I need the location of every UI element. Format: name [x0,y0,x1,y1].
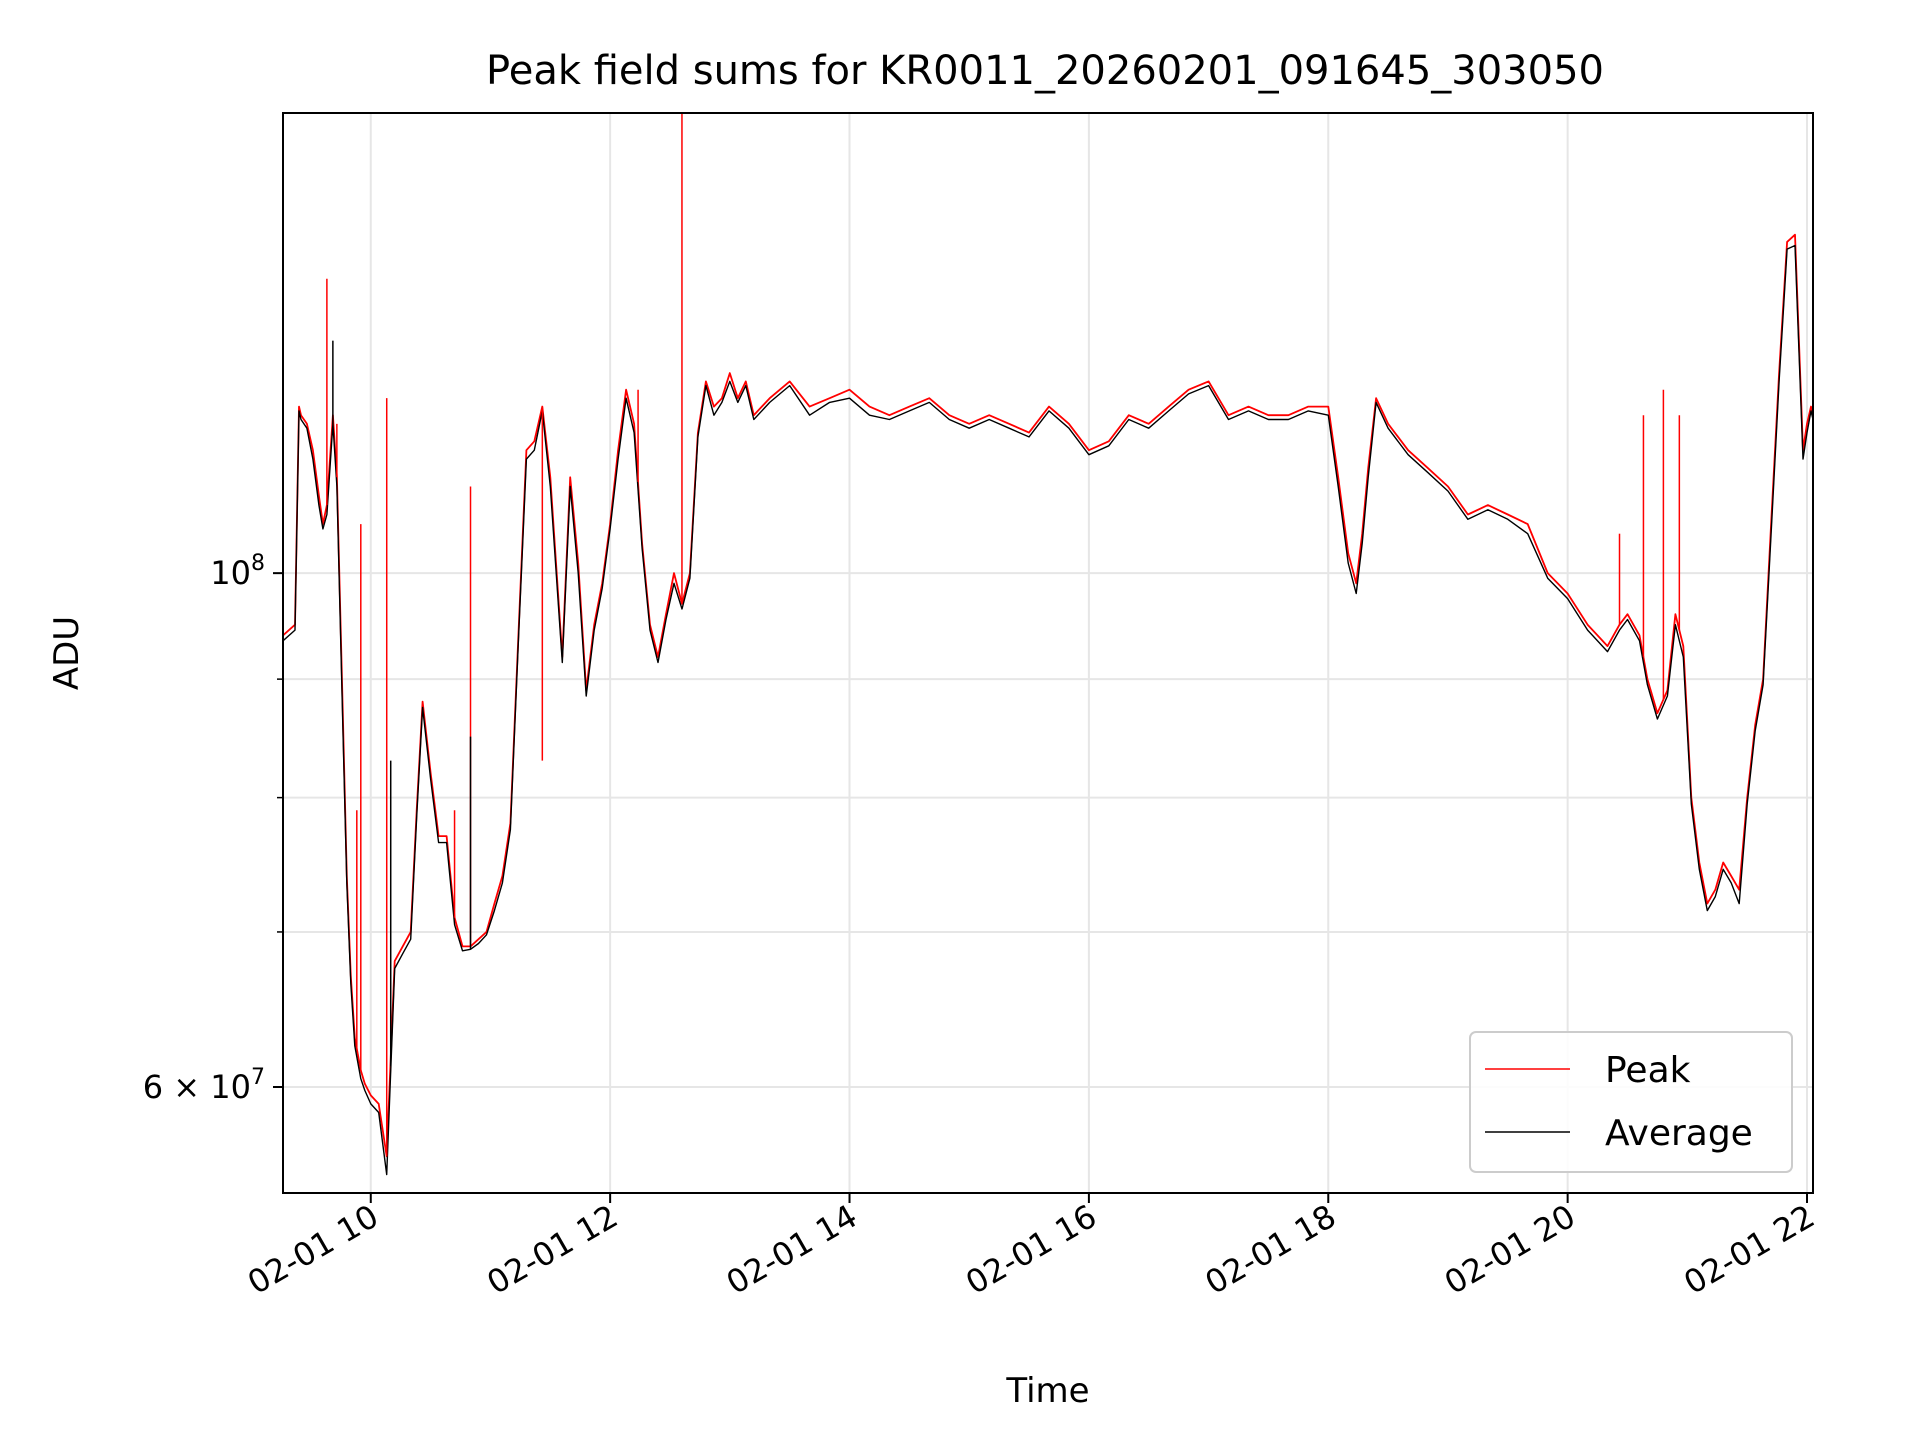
plot-frame [282,112,1814,1194]
plot-area [283,113,1813,1193]
chart-title: Peak field sums for KR0011_20260201_0916… [486,48,1604,94]
y-tick-label: 108 [210,551,265,592]
series-layer [282,113,1814,1176]
y-axis-title: ADU [47,616,87,690]
series-line-average [282,244,1814,1176]
x-axis-title: Time [1005,1371,1089,1411]
grid [283,113,1813,1193]
legend-label-peak: Peak [1605,1050,1691,1091]
y-axis: 6 × 107 108 [143,551,283,1106]
legend-label-average: Average [1605,1113,1753,1154]
legend-box [1469,1031,1793,1173]
y-tick-label: 6 × 107 [143,1065,265,1106]
legend: Peak Average [1469,1031,1793,1173]
